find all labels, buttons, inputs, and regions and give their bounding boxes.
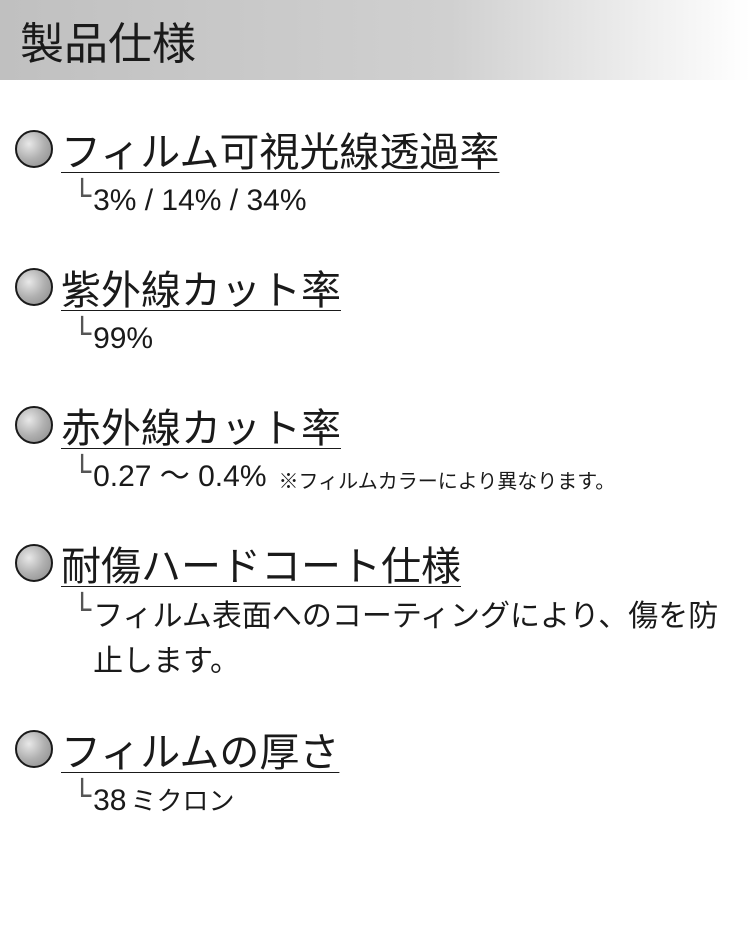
spec-title: 紫外線カット率 <box>61 258 341 316</box>
branch-icon: └ <box>73 596 91 626</box>
spec-item: 紫外線カット率 └ 99% <box>15 258 735 360</box>
spec-item: フィルム可視光線透過率 └ 3% / 14% / 34% <box>15 120 735 222</box>
spec-value: 38ミクロン <box>93 780 234 822</box>
spec-item: 赤外線カット率 └ 0.27 〜 0.4% ※フィルムカラーにより異なります。 <box>15 396 735 498</box>
spec-note: ※フィルムカラーにより異なります。 <box>279 465 616 498</box>
branch-icon: └ <box>73 782 91 812</box>
spec-title: フィルムの厚さ <box>61 720 339 778</box>
spec-title: 赤外線カット率 <box>61 396 341 454</box>
bullet-icon <box>15 268 53 306</box>
spec-value: 3% / 14% / 34% <box>93 180 306 222</box>
spec-item: フィルムの厚さ └ 38ミクロン <box>15 720 735 822</box>
spec-title: 耐傷ハードコート仕様 <box>61 534 461 592</box>
spec-list: フィルム可視光線透過率 └ 3% / 14% / 34% 紫外線カット率 └ 9… <box>0 120 750 822</box>
branch-icon: └ <box>73 320 91 350</box>
spec-value-number: 38 <box>93 784 126 817</box>
bullet-icon <box>15 130 53 168</box>
spec-item: 耐傷ハードコート仕様 └ フィルム表面へのコーティングにより、傷を防止します。 <box>15 534 735 684</box>
section-header: 製品仕様 <box>0 0 750 80</box>
spec-value: 0.27 〜 0.4% <box>93 456 266 498</box>
spec-title: フィルム可視光線透過率 <box>61 120 499 178</box>
branch-icon: └ <box>73 458 91 488</box>
section-title: 製品仕様 <box>20 8 730 72</box>
bullet-icon <box>15 406 53 444</box>
bullet-icon <box>15 730 53 768</box>
branch-icon: └ <box>73 182 91 212</box>
bullet-icon <box>15 544 53 582</box>
spec-value-unit: ミクロン <box>130 786 234 816</box>
spec-value: 99% <box>93 318 153 360</box>
spec-value: フィルム表面へのコーティングにより、傷を防止します。 <box>93 594 735 684</box>
